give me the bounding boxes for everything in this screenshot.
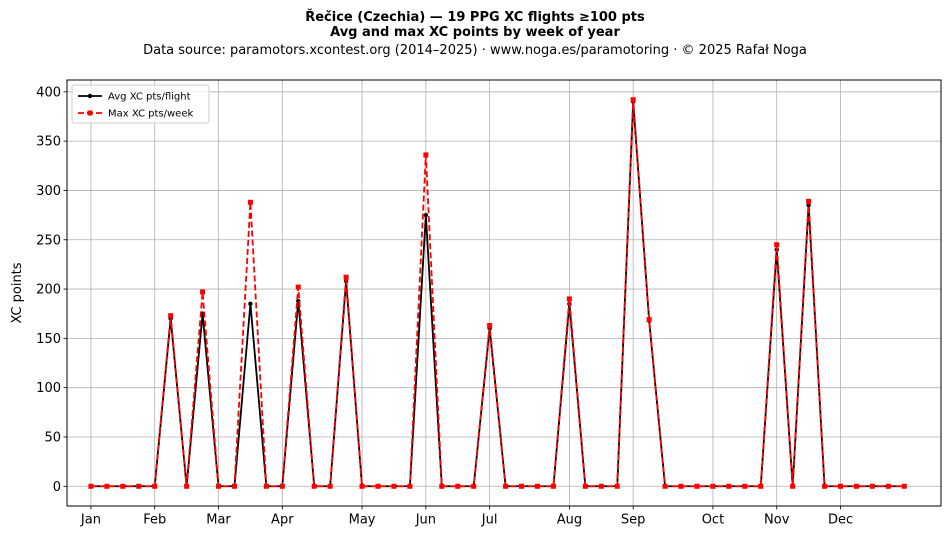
- chart-subtitle: Avg and max XC points by week of year: [330, 25, 620, 40]
- x-tick-label: Jun: [415, 513, 436, 528]
- y-tick-label: 300: [36, 184, 61, 199]
- data-point: [566, 296, 572, 302]
- legend-label: Max XC pts/week: [108, 109, 193, 120]
- data-point: [790, 483, 796, 489]
- x-tick-label: Jul: [481, 513, 498, 528]
- x-tick-label: Oct: [702, 513, 724, 528]
- x-tick-label: Nov: [764, 513, 790, 528]
- chart-title: Řečice (Czechia) — 19 PPG XC flights ≥10…: [305, 10, 645, 25]
- data-point: [806, 198, 812, 204]
- data-point: [487, 323, 493, 329]
- legend: Avg XC pts/flight Max XC pts/week: [71, 84, 210, 124]
- data-point: [311, 483, 317, 489]
- legend-marker: [87, 93, 93, 99]
- data-point: [726, 483, 732, 489]
- data-point: [694, 483, 700, 489]
- data-point: [662, 483, 668, 489]
- data-point: [200, 289, 206, 295]
- data-point: [646, 317, 652, 323]
- data-source-line: Data source: paramotors.xcontest.org (20…: [143, 43, 807, 58]
- data-point: [184, 483, 190, 489]
- data-point: [407, 483, 413, 489]
- data-point: [136, 483, 142, 489]
- data-point: [901, 483, 907, 489]
- x-tick-label: Aug: [557, 513, 582, 528]
- data-point: [534, 483, 540, 489]
- data-point: [327, 483, 333, 489]
- y-tick-label: 150: [36, 332, 61, 347]
- data-point: [678, 483, 684, 489]
- x-tick-label: Apr: [271, 513, 294, 528]
- x-axis-ticks: Jan Feb Mar Apr May Jun Jul Aug Sep Oct Nov Dec: [80, 506, 853, 528]
- x-tick-label: Dec: [828, 513, 853, 528]
- data-point: [423, 212, 429, 218]
- data-point: [88, 483, 94, 489]
- data-point: [519, 483, 525, 489]
- data-point: [471, 483, 477, 489]
- y-tick-label: 350: [36, 135, 61, 150]
- data-point: [231, 483, 237, 489]
- data-point: [216, 483, 222, 489]
- data-point: [375, 483, 381, 489]
- data-point: [120, 483, 126, 489]
- data-point: [885, 483, 891, 489]
- data-point: [838, 483, 844, 489]
- data-point: [104, 483, 110, 489]
- data-point: [806, 203, 811, 208]
- data-point: [295, 284, 301, 290]
- x-tick-label: Jan: [80, 513, 101, 528]
- y-tick-label: 0: [53, 480, 61, 495]
- data-point: [503, 483, 509, 489]
- data-point: [455, 483, 461, 489]
- x-tick-label: Feb: [143, 513, 166, 528]
- x-tick-label: Sep: [621, 513, 646, 528]
- series-layer: [88, 97, 907, 489]
- data-point: [822, 483, 828, 489]
- data-point: [710, 483, 716, 489]
- data-point: [869, 483, 875, 489]
- data-point: [423, 152, 429, 158]
- legend-marker: [87, 110, 93, 116]
- data-point: [248, 301, 253, 307]
- data-point: [582, 483, 588, 489]
- series-0: [88, 99, 907, 489]
- data-point: [439, 483, 445, 489]
- data-point: [742, 483, 748, 489]
- data-point: [152, 483, 158, 489]
- data-point: [774, 242, 780, 248]
- data-point: [758, 483, 764, 489]
- y-tick-label: 100: [36, 381, 61, 396]
- data-point: [598, 483, 604, 489]
- data-point: [391, 483, 397, 489]
- y-tick-label: 250: [36, 233, 61, 248]
- series-line: [90, 98, 905, 488]
- legend-label: Avg XC pts/flight: [108, 92, 191, 103]
- y-axis-label: XC points: [10, 262, 25, 323]
- data-point: [853, 483, 859, 489]
- series-1: [88, 97, 907, 489]
- x-tick-label: May: [349, 513, 376, 528]
- data-point: [247, 199, 253, 205]
- y-tick-label: 400: [36, 85, 61, 100]
- y-tick-label: 200: [36, 283, 61, 298]
- legend-box: [71, 84, 210, 124]
- data-point: [343, 274, 349, 280]
- data-point: [263, 483, 269, 489]
- y-axis-ticks: 0 50 100 150 200 250 300 350 400: [36, 85, 67, 495]
- data-point: [614, 483, 620, 489]
- x-tick-label: Mar: [206, 513, 231, 528]
- data-point: [359, 483, 365, 489]
- data-point: [630, 97, 636, 103]
- data-point: [168, 313, 174, 319]
- data-point: [550, 483, 556, 489]
- grid-lines: [67, 80, 941, 506]
- plot-frame: [66, 79, 942, 507]
- data-point: [279, 483, 285, 489]
- y-tick-label: 50: [44, 430, 61, 445]
